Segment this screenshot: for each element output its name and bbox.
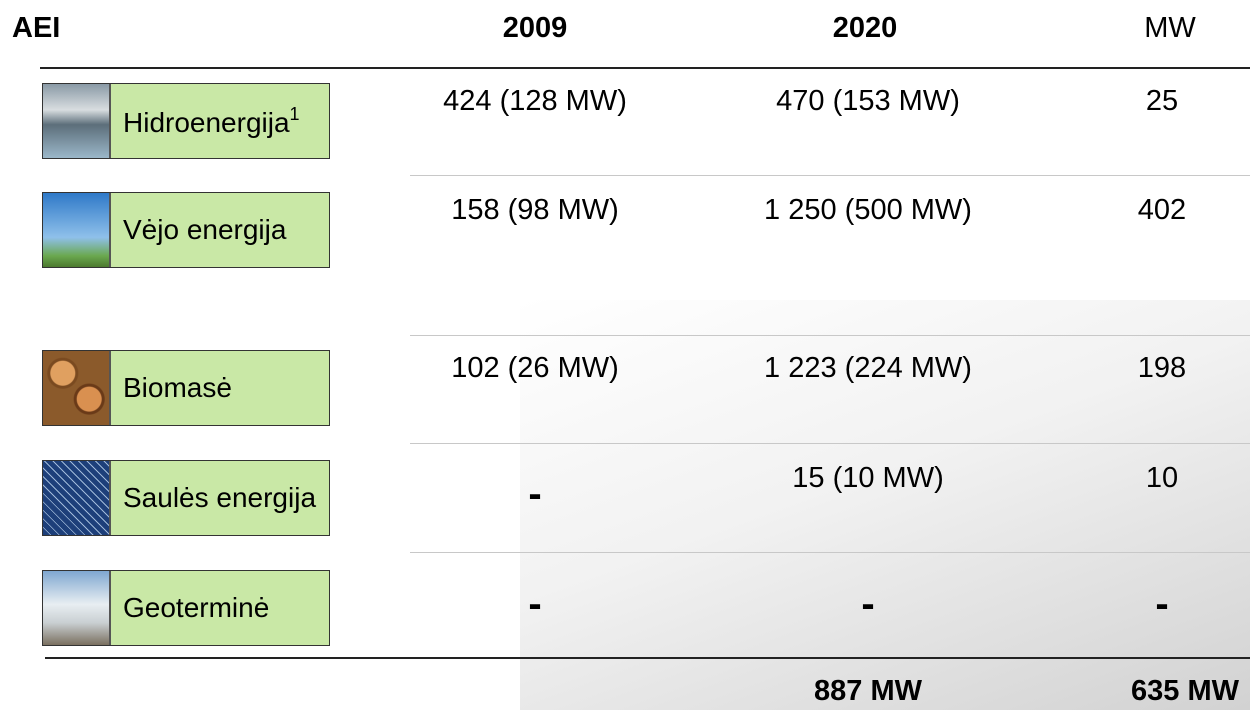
label-box: Vėjo energija [42,192,330,268]
header-rule [40,67,1250,69]
row-label: Saulės energija [111,482,316,514]
header-cell: 2020 [832,12,898,44]
total-cell: 887 MW [814,675,922,707]
label-box: Saulės energija [42,460,330,536]
row-label: Geoterminė [111,592,269,624]
footnote-mark: 1 [289,103,300,124]
row-label: Biomasė [111,372,232,404]
row-separator [410,335,1250,336]
value-cell: - [528,582,542,626]
total-cell: 635 MW [1131,675,1239,707]
label-box: Hidroenergija1 [42,83,330,159]
value-cell: 25 [1145,85,1179,117]
value-cell: 1 250 (500 MW) [764,194,972,226]
row-icon [43,461,111,535]
row-label-text: Hidroenergija [123,106,290,138]
value-cell: 402 [1137,194,1187,226]
value-cell: 158 (98 MW) [451,194,619,226]
total-rule [45,657,1250,659]
header-cell: 2009 [502,12,568,44]
row-label-text: Biomasė [123,372,232,403]
background-shade [520,300,1250,710]
row-label-text: Vėjo energija [123,214,287,245]
value-cell: - [1155,582,1169,626]
value-cell: 424 (128 MW) [443,85,627,117]
value-cell: - [861,582,875,626]
row-icon [43,571,111,645]
header-cell: AEI [12,12,61,44]
row-separator [410,175,1250,176]
row-separator [410,552,1250,553]
label-box: Biomasė [42,350,330,426]
value-cell: 198 [1137,352,1187,384]
value-cell: 15 (10 MW) [792,462,944,494]
row-label-text: Saulės energija [123,482,317,513]
value-cell: - [528,472,542,516]
row-label: Vėjo energija [111,214,286,246]
row-icon [43,193,111,267]
row-separator [410,443,1250,444]
value-cell: 102 (26 MW) [451,352,619,384]
header-cell: MW [1144,12,1196,44]
value-cell: 10 [1145,462,1179,494]
value-cell: 470 (153 MW) [776,85,960,117]
row-label: Hidroenergija1 [111,104,300,139]
row-icon [43,84,111,158]
label-box: Geoterminė [42,570,330,646]
row-label-text: Geoterminė [123,592,270,623]
value-cell: 1 223 (224 MW) [764,352,972,384]
row-icon [43,351,111,425]
